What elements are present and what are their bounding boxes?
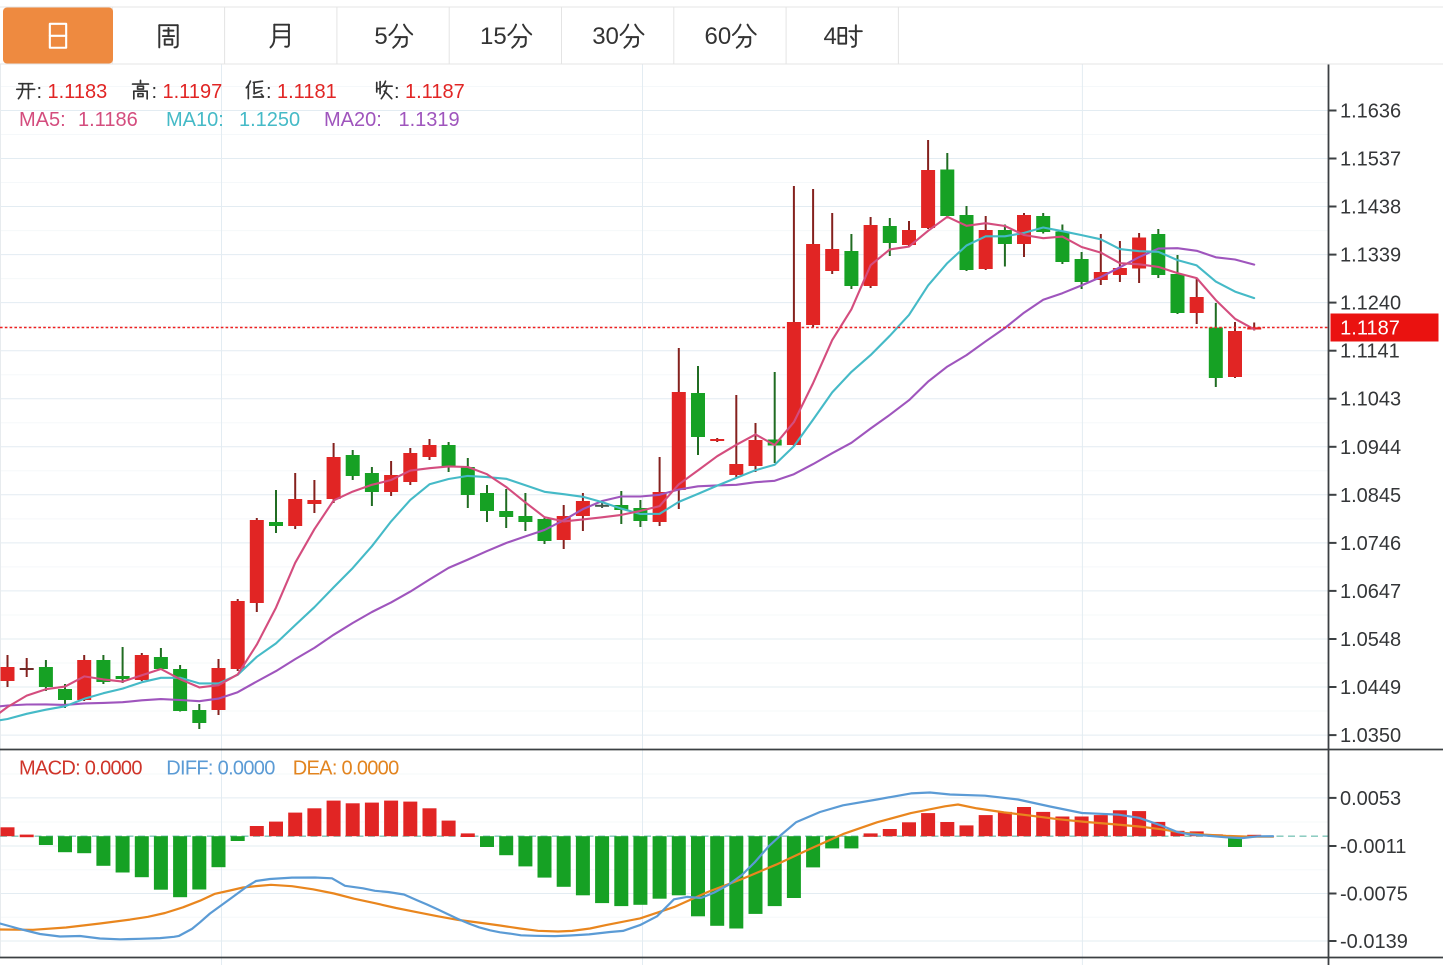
svg-text:1.1240: 1.1240 — [1340, 293, 1401, 315]
svg-text:1.1186: 1.1186 — [78, 109, 138, 131]
svg-text:-0.0075: -0.0075 — [1340, 884, 1408, 906]
svg-text::: : — [266, 81, 272, 103]
svg-text:1.1250: 1.1250 — [239, 109, 300, 131]
svg-text:MACD: 0.0000: MACD: 0.0000 — [19, 758, 142, 780]
svg-text::: : — [394, 81, 400, 103]
svg-text:1.1183: 1.1183 — [48, 81, 108, 103]
svg-text:1.0944: 1.0944 — [1340, 437, 1401, 459]
svg-text:0.0053: 0.0053 — [1340, 788, 1401, 810]
svg-text:1.0647: 1.0647 — [1340, 581, 1401, 603]
svg-text:30: 30 — [592, 23, 619, 50]
svg-text::: : — [37, 81, 43, 103]
svg-text:4: 4 — [824, 23, 837, 50]
svg-text:60: 60 — [705, 23, 732, 50]
svg-text:1.0845: 1.0845 — [1340, 485, 1401, 507]
svg-text:1.1636: 1.1636 — [1340, 101, 1401, 123]
svg-text:1.1043: 1.1043 — [1340, 389, 1401, 411]
svg-text:1.1187: 1.1187 — [1340, 318, 1400, 340]
svg-text:1.0350: 1.0350 — [1340, 725, 1401, 747]
svg-text:DIFF: 0.0000: DIFF: 0.0000 — [166, 758, 275, 780]
svg-text:1.1319: 1.1319 — [399, 109, 460, 131]
svg-text:1.1339: 1.1339 — [1340, 245, 1401, 267]
svg-text:1.1537: 1.1537 — [1340, 149, 1401, 171]
svg-text:1.1438: 1.1438 — [1340, 197, 1401, 219]
svg-text:1.1141: 1.1141 — [1340, 341, 1400, 363]
svg-text:5: 5 — [374, 23, 387, 50]
svg-text:MA20:: MA20: — [324, 109, 382, 131]
svg-text:1.0746: 1.0746 — [1340, 533, 1401, 555]
svg-text::: : — [152, 81, 158, 103]
svg-text:MA10:: MA10: — [166, 109, 224, 131]
svg-text:1.1197: 1.1197 — [163, 81, 223, 103]
svg-text:-0.0011: -0.0011 — [1340, 836, 1406, 858]
svg-text:1.0449: 1.0449 — [1340, 677, 1401, 699]
svg-text:1.1187: 1.1187 — [405, 81, 465, 103]
svg-text:-0.0139: -0.0139 — [1340, 931, 1408, 953]
svg-text:MA5:: MA5: — [19, 109, 66, 131]
svg-text:1.0548: 1.0548 — [1340, 629, 1401, 651]
svg-text:1.1181: 1.1181 — [277, 81, 337, 103]
svg-text:15: 15 — [480, 23, 507, 50]
svg-text:DEA: 0.0000: DEA: 0.0000 — [293, 758, 399, 780]
